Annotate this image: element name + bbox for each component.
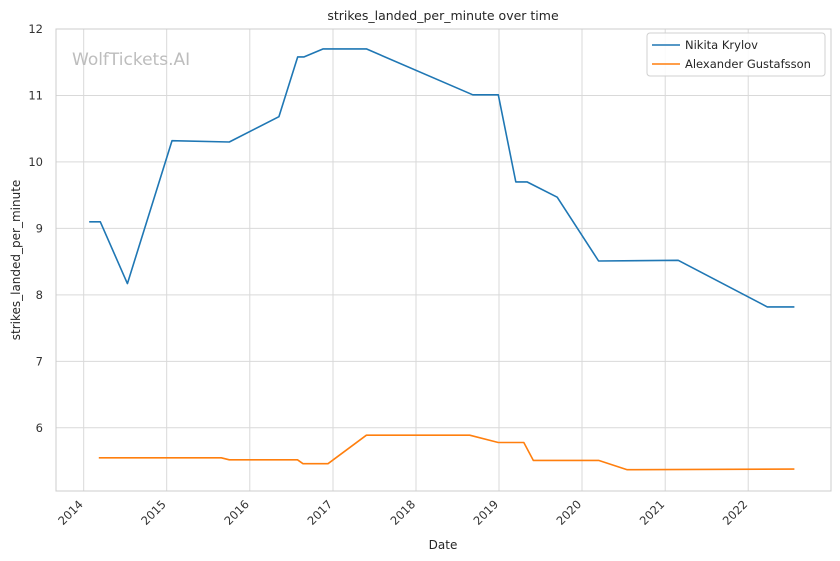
data-point <box>598 460 600 462</box>
data-point <box>302 463 304 465</box>
data-point <box>794 468 796 470</box>
y-tick-label: 9 <box>36 221 43 235</box>
watermark: WolfTickets.AI <box>72 50 190 70</box>
data-point <box>322 48 324 50</box>
data-point <box>523 442 525 444</box>
data-point <box>100 221 102 223</box>
data-point <box>327 463 329 465</box>
legend-label: Nikita Krylov <box>685 38 758 52</box>
y-tick-label: 7 <box>36 354 43 368</box>
y-tick-label: 10 <box>28 155 43 169</box>
x-axis-label: Date <box>429 538 458 552</box>
data-point <box>278 116 280 118</box>
y-tick-label: 8 <box>36 288 43 302</box>
data-point <box>303 56 305 58</box>
data-point <box>794 306 796 308</box>
data-point <box>598 260 600 262</box>
data-point <box>472 94 474 96</box>
legend: Nikita Krylov Alexander Gustafsson <box>647 33 825 76</box>
data-point <box>469 434 471 436</box>
data-point <box>498 442 500 444</box>
data-point <box>767 306 769 308</box>
data-point <box>229 141 231 143</box>
y-tick-label: 12 <box>28 22 43 36</box>
data-point <box>526 181 528 183</box>
data-point <box>127 283 129 285</box>
data-point <box>221 457 223 459</box>
data-point <box>498 94 500 96</box>
data-point <box>297 459 299 461</box>
data-point <box>626 469 628 471</box>
data-point <box>366 48 368 50</box>
y-tick-label: 6 <box>36 421 43 435</box>
data-point <box>515 181 517 183</box>
data-point <box>297 56 299 58</box>
y-tick-label: 11 <box>28 89 43 103</box>
data-point <box>533 460 535 462</box>
legend-label: Alexander Gustafsson <box>685 57 811 71</box>
chart-title: strikes_landed_per_minute over time <box>327 8 559 23</box>
data-point <box>556 196 558 198</box>
data-point <box>677 260 679 262</box>
data-point <box>366 434 368 436</box>
data-point <box>98 457 100 459</box>
data-point <box>88 221 90 223</box>
y-axis-label: strikes_landed_per_minute <box>9 180 23 341</box>
data-point <box>171 140 173 142</box>
data-point <box>229 459 231 461</box>
